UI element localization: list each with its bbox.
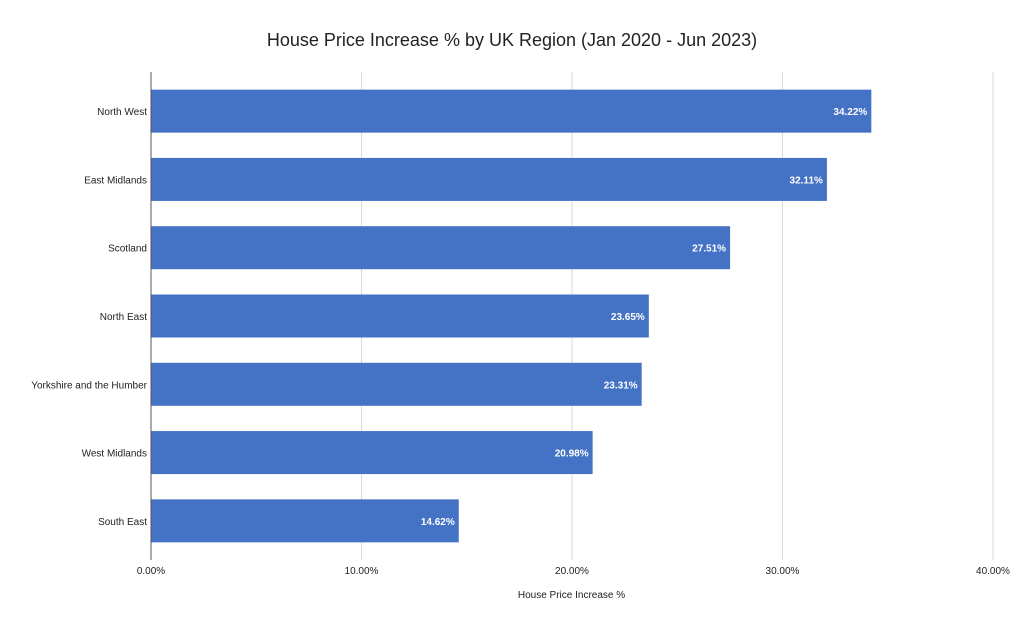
- x-tick-label: 10.00%: [345, 566, 379, 577]
- x-tick-label: 20.00%: [555, 566, 589, 577]
- x-tick-label: 0.00%: [137, 566, 165, 577]
- category-label: North East: [100, 312, 147, 323]
- category-label: South East: [98, 517, 147, 528]
- category-label: West Midlands: [82, 449, 147, 460]
- bar-value-label: 23.65%: [611, 312, 645, 323]
- category-label: North West: [97, 107, 147, 118]
- category-labels: North West East Midlands Scotland North Eas…: [31, 107, 147, 528]
- bar: [151, 157, 827, 201]
- bar: [151, 499, 459, 543]
- bar-value-label: 20.98%: [555, 449, 589, 460]
- bars: 34.22% 32.11% 27.51% 23.65% 23.31% 20.98% 14.6…: [151, 89, 872, 543]
- x-axis-title: House Price Increase %: [517, 590, 626, 601]
- chart-title: House Price Increase % by UK Region (Jan…: [266, 30, 758, 50]
- bar-value-label: 23.31%: [604, 380, 638, 391]
- bar-value-label: 34.22%: [833, 107, 867, 118]
- x-tick-label: 40.00%: [976, 566, 1010, 577]
- category-label: East Midlands: [84, 175, 147, 186]
- bar: [151, 89, 872, 133]
- category-label: Scotland: [108, 244, 147, 255]
- bar-value-label: 27.51%: [692, 244, 726, 255]
- bar: [151, 431, 593, 475]
- bar-value-label: 32.11%: [790, 175, 823, 186]
- bar-value-label: 14.62%: [421, 517, 455, 528]
- x-tick-label: 30.00%: [766, 566, 800, 577]
- bar: [151, 362, 642, 406]
- bar: [151, 294, 649, 338]
- bar: [151, 226, 731, 270]
- x-tick-labels: 0.00% 10.00% 20.00% 30.00% 40.00%: [137, 566, 1010, 577]
- category-label: Yorkshire and the Humber: [31, 380, 147, 391]
